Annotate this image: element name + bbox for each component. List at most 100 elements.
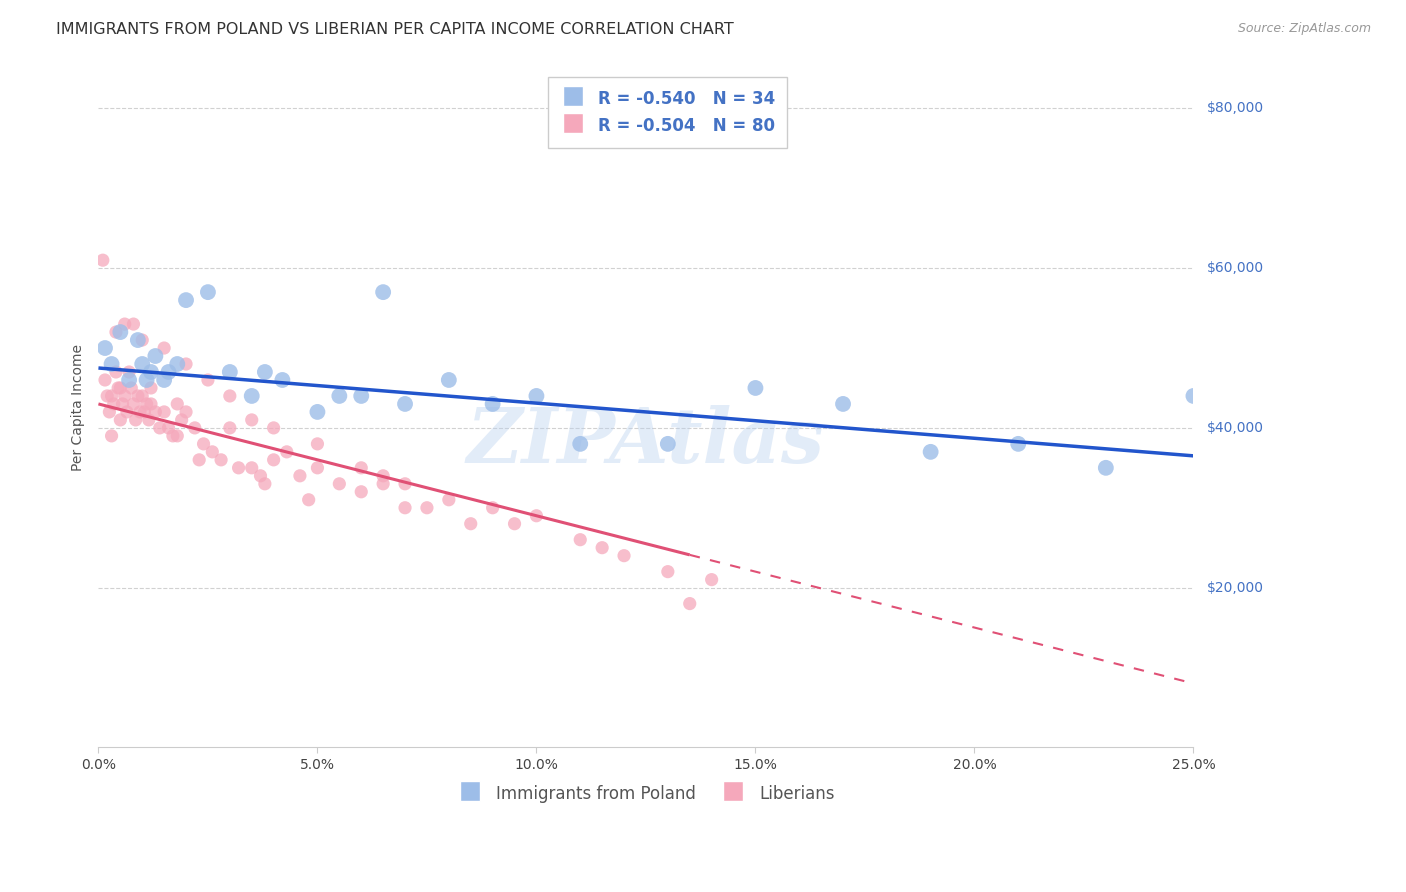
Point: [394, 397, 416, 411]
Point: [218, 421, 240, 435]
Point: [166, 357, 188, 371]
Point: [120, 381, 142, 395]
Point: [394, 476, 416, 491]
Point: [107, 381, 129, 395]
Point: [569, 533, 592, 547]
Point: [157, 365, 180, 379]
Point: [131, 357, 153, 371]
Point: [197, 285, 219, 300]
Point: [110, 325, 132, 339]
Text: $40,000: $40,000: [1208, 421, 1264, 435]
Point: [240, 460, 263, 475]
Point: [253, 365, 276, 379]
Point: [832, 397, 855, 411]
Point: [129, 405, 152, 419]
Point: [114, 389, 136, 403]
Point: [307, 437, 329, 451]
Point: [110, 381, 132, 395]
Point: [131, 389, 153, 403]
Point: [122, 317, 145, 331]
Point: [96, 389, 118, 403]
Point: [166, 397, 188, 411]
Point: [149, 421, 172, 435]
Point: [100, 429, 122, 443]
Point: [103, 397, 125, 411]
Point: [139, 397, 162, 411]
Point: [503, 516, 526, 531]
Point: [127, 389, 149, 403]
Point: [679, 597, 702, 611]
Point: [138, 413, 160, 427]
Point: [100, 389, 122, 403]
Point: [98, 405, 121, 419]
Point: [139, 381, 162, 395]
Point: [104, 365, 127, 379]
Point: [416, 500, 439, 515]
Point: [94, 373, 117, 387]
Point: [122, 397, 145, 411]
Point: [170, 413, 193, 427]
Point: [307, 405, 329, 419]
Y-axis label: Per Capita Income: Per Capita Income: [72, 344, 86, 472]
Point: [328, 389, 350, 403]
Point: [193, 437, 215, 451]
Point: [249, 468, 271, 483]
Point: [134, 405, 156, 419]
Point: [307, 460, 329, 475]
Text: IMMIGRANTS FROM POLAND VS LIBERIAN PER CAPITA INCOME CORRELATION CHART: IMMIGRANTS FROM POLAND VS LIBERIAN PER C…: [56, 22, 734, 37]
Point: [174, 405, 197, 419]
Point: [188, 453, 211, 467]
Point: [228, 460, 250, 475]
Point: [162, 429, 184, 443]
Point: [135, 397, 157, 411]
Point: [153, 373, 176, 387]
Point: [481, 500, 503, 515]
Point: [114, 317, 136, 331]
Point: [145, 349, 167, 363]
Point: [135, 373, 157, 387]
Point: [276, 445, 298, 459]
Text: ZIPAtlas: ZIPAtlas: [467, 405, 825, 479]
Point: [174, 293, 197, 307]
Point: [657, 565, 679, 579]
Point: [153, 341, 176, 355]
Point: [1182, 389, 1205, 403]
Point: [1095, 460, 1118, 475]
Point: [197, 373, 219, 387]
Text: Source: ZipAtlas.com: Source: ZipAtlas.com: [1237, 22, 1371, 36]
Point: [263, 453, 285, 467]
Point: [437, 373, 460, 387]
Point: [373, 468, 395, 483]
Point: [920, 445, 942, 459]
Point: [139, 365, 162, 379]
Point: [104, 325, 127, 339]
Point: [127, 333, 149, 347]
Point: [218, 389, 240, 403]
Point: [157, 421, 180, 435]
Point: [111, 397, 134, 411]
Point: [240, 389, 263, 403]
Point: [328, 476, 350, 491]
Point: [115, 405, 138, 419]
Point: [1007, 437, 1029, 451]
Point: [288, 468, 311, 483]
Point: [218, 365, 240, 379]
Point: [145, 405, 167, 419]
Legend: Immigrants from Poland, Liberians: Immigrants from Poland, Liberians: [447, 773, 845, 814]
Point: [100, 357, 122, 371]
Point: [700, 573, 723, 587]
Point: [350, 389, 373, 403]
Point: [657, 437, 679, 451]
Point: [131, 333, 153, 347]
Point: [526, 389, 548, 403]
Point: [209, 453, 232, 467]
Point: [481, 397, 503, 411]
Point: [744, 381, 766, 395]
Point: [118, 373, 141, 387]
Point: [271, 373, 294, 387]
Text: $80,000: $80,000: [1208, 102, 1264, 115]
Text: $20,000: $20,000: [1208, 581, 1264, 595]
Point: [240, 413, 263, 427]
Point: [373, 476, 395, 491]
Text: $60,000: $60,000: [1208, 261, 1264, 275]
